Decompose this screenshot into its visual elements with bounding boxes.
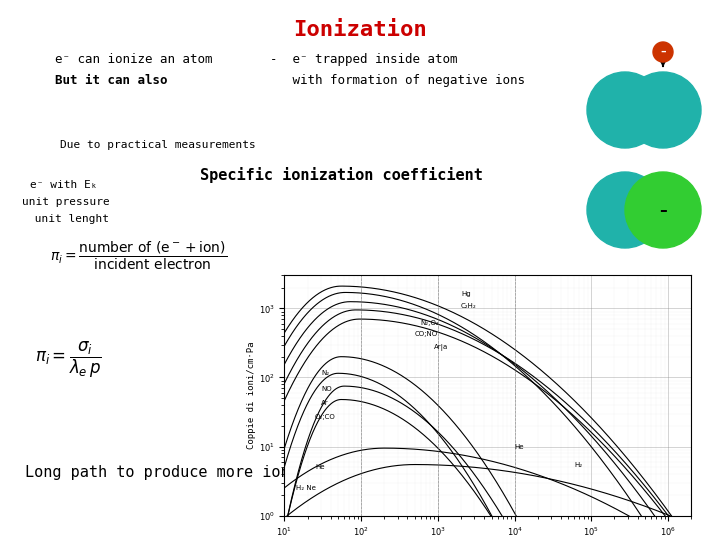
Text: with formation of negative ions: with formation of negative ions <box>270 74 525 87</box>
Circle shape <box>587 72 663 148</box>
Text: Specific ionization coefficient: Specific ionization coefficient <box>200 167 483 183</box>
Circle shape <box>625 72 701 148</box>
Circle shape <box>625 172 701 248</box>
Text: e⁻ can ionize an atom: e⁻ can ionize an atom <box>55 53 212 66</box>
Text: Long path to produce more ions: Long path to produce more ions <box>25 465 299 480</box>
Text: unit lenght: unit lenght <box>28 214 109 224</box>
Text: He: He <box>515 443 524 450</box>
Text: N₂;O₂: N₂;O₂ <box>421 320 440 326</box>
Text: O₂;CO: O₂;CO <box>315 414 336 420</box>
Text: C₂H₂: C₂H₂ <box>461 302 477 308</box>
Text: He: He <box>315 464 325 470</box>
Y-axis label: Coppie di ioni/cm·Pa: Coppie di ioni/cm·Pa <box>247 342 256 449</box>
Text: N₂: N₂ <box>321 370 329 376</box>
Text: –: – <box>659 202 667 218</box>
Text: Ar: Ar <box>321 400 328 406</box>
Text: -  e⁻ trapped inside atom: - e⁻ trapped inside atom <box>270 53 457 66</box>
Text: CO;NO: CO;NO <box>415 330 438 337</box>
Circle shape <box>587 172 663 248</box>
Text: Ar|a: Ar|a <box>434 344 449 351</box>
Text: But it can also: But it can also <box>55 74 168 87</box>
Text: unit pressure: unit pressure <box>22 197 109 207</box>
Text: H₂: H₂ <box>575 462 582 468</box>
Text: $\pi_i = \dfrac{\mathrm{number\ of\ (e^-+ion)}}{\mathrm{incident\ electron}}$: $\pi_i = \dfrac{\mathrm{number\ of\ (e^-… <box>50 240 227 272</box>
Text: H₂ Ne: H₂ Ne <box>296 485 315 491</box>
Text: $\pi_i = \dfrac{\sigma_i}{\lambda_e\, p}$: $\pi_i = \dfrac{\sigma_i}{\lambda_e\, p}… <box>35 340 102 380</box>
Text: e⁻ with Eₖ: e⁻ with Eₖ <box>30 180 97 190</box>
Circle shape <box>653 42 673 62</box>
Text: –: – <box>660 47 666 57</box>
Text: Ionization: Ionization <box>293 20 427 40</box>
Text: Due to practical measurements: Due to practical measurements <box>60 140 256 150</box>
Text: Hg: Hg <box>461 291 471 297</box>
Text: NO: NO <box>321 386 332 392</box>
